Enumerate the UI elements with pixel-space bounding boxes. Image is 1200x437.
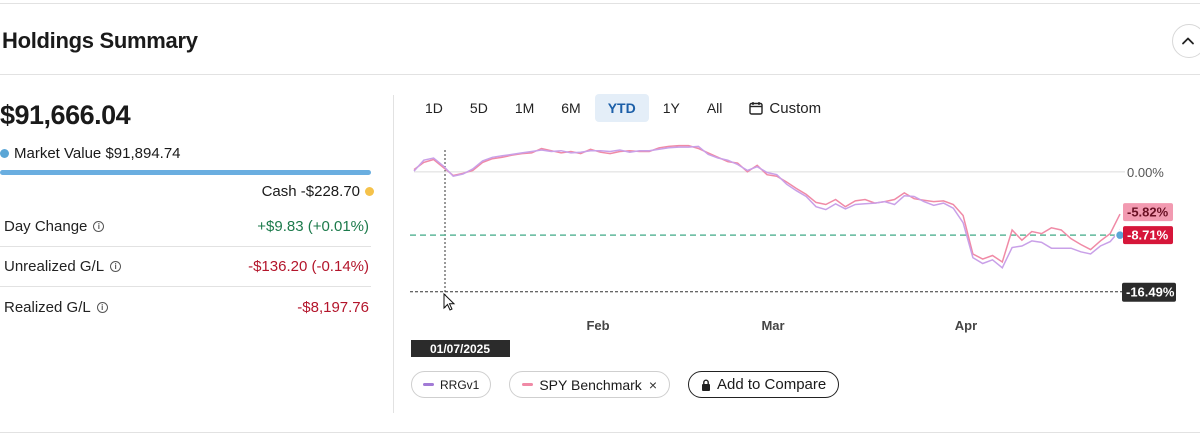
range-1m[interactable]: 1M	[514, 100, 535, 116]
time-range-selector: 1D 5D 1M 6M YTD 1Y All Custom	[412, 94, 835, 122]
ref-label-low: -16.49%	[1126, 285, 1175, 300]
realized-gl-value: -$8,197.76	[297, 298, 369, 316]
top-divider	[0, 3, 1200, 4]
market-value-label: Market Value	[14, 145, 102, 162]
add-to-compare-label: Add to Compare	[717, 376, 827, 393]
remove-benchmark-icon[interactable]: ×	[648, 376, 657, 393]
badge-spy-benchmark: -5.82%	[1123, 203, 1173, 222]
series-line-rrgv1	[413, 145, 1121, 269]
info-icon[interactable]: i	[110, 261, 122, 272]
day-change-row: Day Change i +$9.83 (+0.01%)	[0, 207, 371, 247]
cursor-date: 01/07/2025	[430, 342, 490, 356]
range-5d[interactable]: 5D	[469, 100, 488, 116]
section-title: Holdings Summary	[2, 28, 198, 53]
legend-label-spy: SPY Benchmark	[539, 376, 642, 393]
cash-amount: -$228.70	[300, 183, 360, 200]
allocation-bar	[0, 170, 371, 175]
legend-swatch-spy	[522, 383, 534, 386]
collapse-button[interactable]	[1172, 24, 1200, 58]
ref-label-zero: 0.00%	[1127, 165, 1164, 180]
market-value-line: Market Value $91,894.74	[0, 145, 181, 162]
range-1d[interactable]: 1D	[425, 100, 443, 116]
realized-gl-row: Realized G/L i -$8,197.76	[0, 287, 371, 327]
day-change-value: +$9.83 (+0.01%)	[257, 218, 369, 235]
badge-low-reference: -16.49%	[1122, 282, 1176, 302]
unrealized-gl-value: -$136.20 (-0.14%)	[248, 258, 369, 275]
total-value: $91,666.04	[0, 100, 131, 130]
market-value-dot	[0, 149, 9, 158]
cash-dot	[365, 187, 374, 196]
chevron-up-icon	[1182, 37, 1194, 45]
performance-chart[interactable]: 0.00% -5.82% -8.71% -16.49% Feb Mar Apr …	[400, 135, 1180, 363]
x-label-feb: Feb	[586, 318, 609, 333]
series-line-spy-benchmark	[413, 144, 1121, 264]
badge-spy-benchmark-value: -5.82%	[1127, 205, 1169, 220]
calendar-icon	[749, 102, 764, 115]
legend-label-rrgv1: RRGv1	[440, 377, 480, 392]
cash-line: Cash -$228.70	[262, 183, 374, 200]
market-value-amount: $91,894.74	[105, 145, 181, 162]
range-all[interactable]: All	[706, 100, 723, 116]
info-icon[interactable]: i	[96, 301, 108, 313]
legend-chip-spy-benchmark[interactable]: SPY Benchmark ×	[509, 371, 670, 398]
range-6m[interactable]: 6M	[561, 100, 581, 116]
legend-swatch-rrgv1	[423, 383, 434, 386]
x-label-apr: Apr	[955, 318, 977, 333]
lock-icon	[702, 379, 710, 391]
info-icon[interactable]: i	[93, 221, 105, 232]
chart-legend: RRGv1 SPY Benchmark × Add to Compare	[411, 371, 857, 398]
panel-divider	[393, 95, 394, 413]
day-change-label: Day Change	[4, 218, 88, 235]
holdings-summary-header: Holdings Summary	[0, 4, 1200, 75]
unrealized-gl-row: Unrealized G/L i -$136.20 (-0.14%)	[0, 247, 371, 287]
cursor-date-tooltip: 01/07/2025	[411, 340, 510, 357]
unrealized-gl-label: Unrealized G/L	[4, 258, 105, 275]
realized-gl-label: Realized G/L	[4, 298, 91, 316]
badge-rrgv1-value: -8.71%	[1127, 228, 1169, 243]
range-1y[interactable]: 1Y	[662, 100, 680, 116]
add-to-compare-button[interactable]: Add to Compare	[688, 371, 840, 398]
mouse-cursor-icon	[443, 292, 456, 311]
range-ytd[interactable]: YTD	[594, 94, 649, 122]
legend-chip-rrgv1[interactable]: RRGv1	[411, 371, 492, 398]
x-label-mar: Mar	[761, 318, 784, 333]
range-custom-label: Custom	[769, 99, 822, 117]
cash-label: Cash	[261, 183, 297, 200]
badge-rrgv1: -8.71%	[1123, 226, 1173, 245]
range-custom[interactable]: Custom	[736, 94, 834, 122]
bottom-divider	[0, 432, 1200, 433]
